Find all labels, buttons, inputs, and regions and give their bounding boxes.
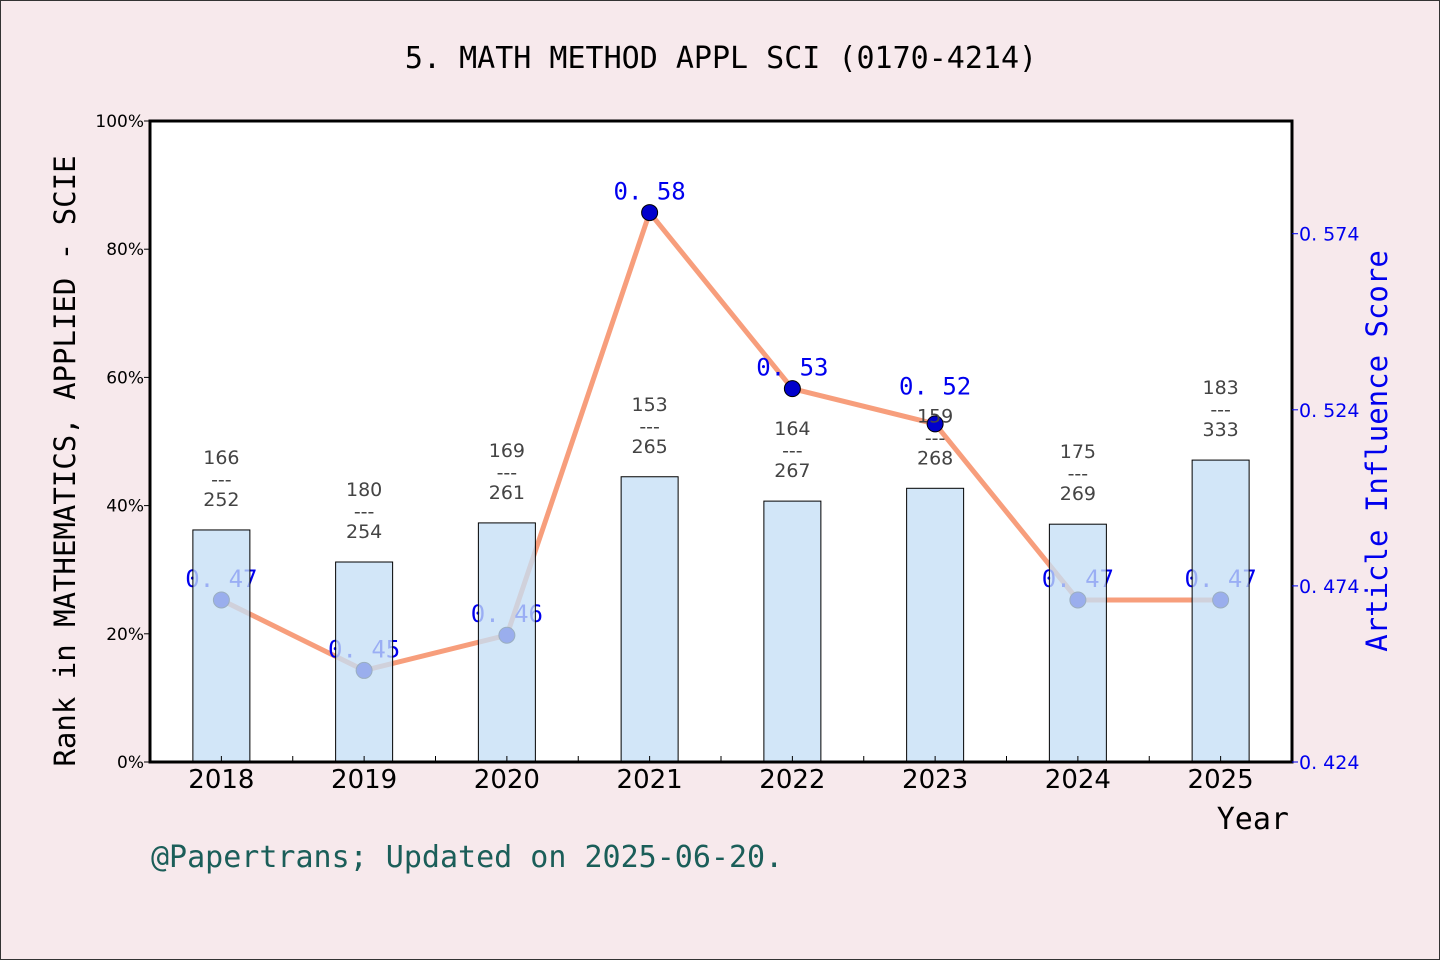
- bar: [477, 522, 536, 763]
- y-left-tick-label: 100%: [95, 112, 144, 132]
- x-tick-label: 2019: [331, 765, 397, 795]
- y-left-tick-label: 40%: [106, 497, 144, 517]
- y-left-tick-label: 20%: [106, 625, 144, 645]
- bar-rank-label: 164: [774, 418, 810, 440]
- y-left-tick-label: 0%: [117, 753, 144, 773]
- bar-total-label: 333: [1202, 419, 1238, 441]
- bar-separator-label: ---: [497, 462, 518, 484]
- bar: [763, 500, 822, 763]
- bar-separator-label: ---: [782, 440, 803, 462]
- y-right-tick-label: 0. 574: [1299, 224, 1359, 246]
- x-tick-label: 2024: [1045, 765, 1111, 795]
- y-axis-right-label: Article Influence Score: [1360, 250, 1394, 652]
- bar: [620, 476, 679, 763]
- bar-total-label: 265: [631, 436, 667, 458]
- y-right-tick-label: 0. 474: [1299, 576, 1359, 598]
- x-tick-label: 2023: [902, 765, 968, 795]
- bar-separator-label: ---: [639, 416, 660, 438]
- bar: [906, 487, 965, 763]
- bar-separator-label: ---: [211, 469, 232, 491]
- line-data-label: 0. 52: [899, 372, 971, 400]
- bar: [192, 529, 251, 763]
- line-data-label: 0. 58: [614, 178, 686, 206]
- y-axis-left-label: Rank in MATHEMATICS, APPLIED - SCIE: [48, 155, 82, 766]
- bar-rank-label: 169: [489, 440, 525, 462]
- chart-title: 5. MATH METHOD APPL SCI (0170-4214): [405, 41, 1037, 76]
- bar-separator-label: ---: [925, 427, 946, 449]
- bar-total-label: 267: [774, 460, 810, 482]
- y-left-tick-label: 60%: [106, 368, 144, 388]
- bar-rank-label: 153: [631, 394, 667, 416]
- y-right-tick-label: 0. 424: [1299, 752, 1359, 774]
- bar-separator-label: ---: [1210, 399, 1231, 421]
- bar-total-label: 252: [203, 489, 239, 511]
- bar-total-label: 254: [346, 521, 382, 543]
- bar-total-label: 261: [489, 482, 525, 504]
- x-tick-label: 2022: [759, 765, 825, 795]
- x-tick-label: 2021: [617, 765, 683, 795]
- plot-area: [150, 121, 1292, 762]
- line-marker: [641, 204, 659, 222]
- bar-separator-label: ---: [354, 501, 375, 523]
- bar-separator-label: ---: [1068, 463, 1089, 485]
- line-marker: [926, 415, 944, 433]
- line-marker: [783, 380, 801, 398]
- x-tick-label: 2020: [474, 765, 540, 795]
- bar-rank-label: 159: [917, 405, 953, 427]
- bar-rank-label: 175: [1060, 441, 1096, 463]
- bar: [335, 561, 394, 763]
- bar: [1191, 459, 1250, 763]
- bar-total-label: 268: [917, 447, 953, 469]
- bar-total-label: 269: [1060, 483, 1096, 505]
- bar-rank-label: 180: [346, 479, 382, 501]
- bar: [1048, 523, 1107, 763]
- x-tick-label: 2025: [1188, 765, 1254, 795]
- line-segment: [789, 386, 938, 427]
- x-axis-label: Year: [1217, 802, 1289, 837]
- line-segment: [647, 210, 795, 392]
- footer-credit: @Papertrans; Updated on 2025-06-20.: [151, 840, 783, 875]
- bar-rank-label: 183: [1202, 377, 1238, 399]
- y-right-tick-label: 0. 524: [1299, 400, 1359, 422]
- line-data-label: 0. 53: [756, 354, 828, 382]
- bar-rank-label: 166: [203, 447, 239, 469]
- y-left-tick-label: 80%: [106, 240, 144, 260]
- x-tick-label: 2018: [188, 765, 254, 795]
